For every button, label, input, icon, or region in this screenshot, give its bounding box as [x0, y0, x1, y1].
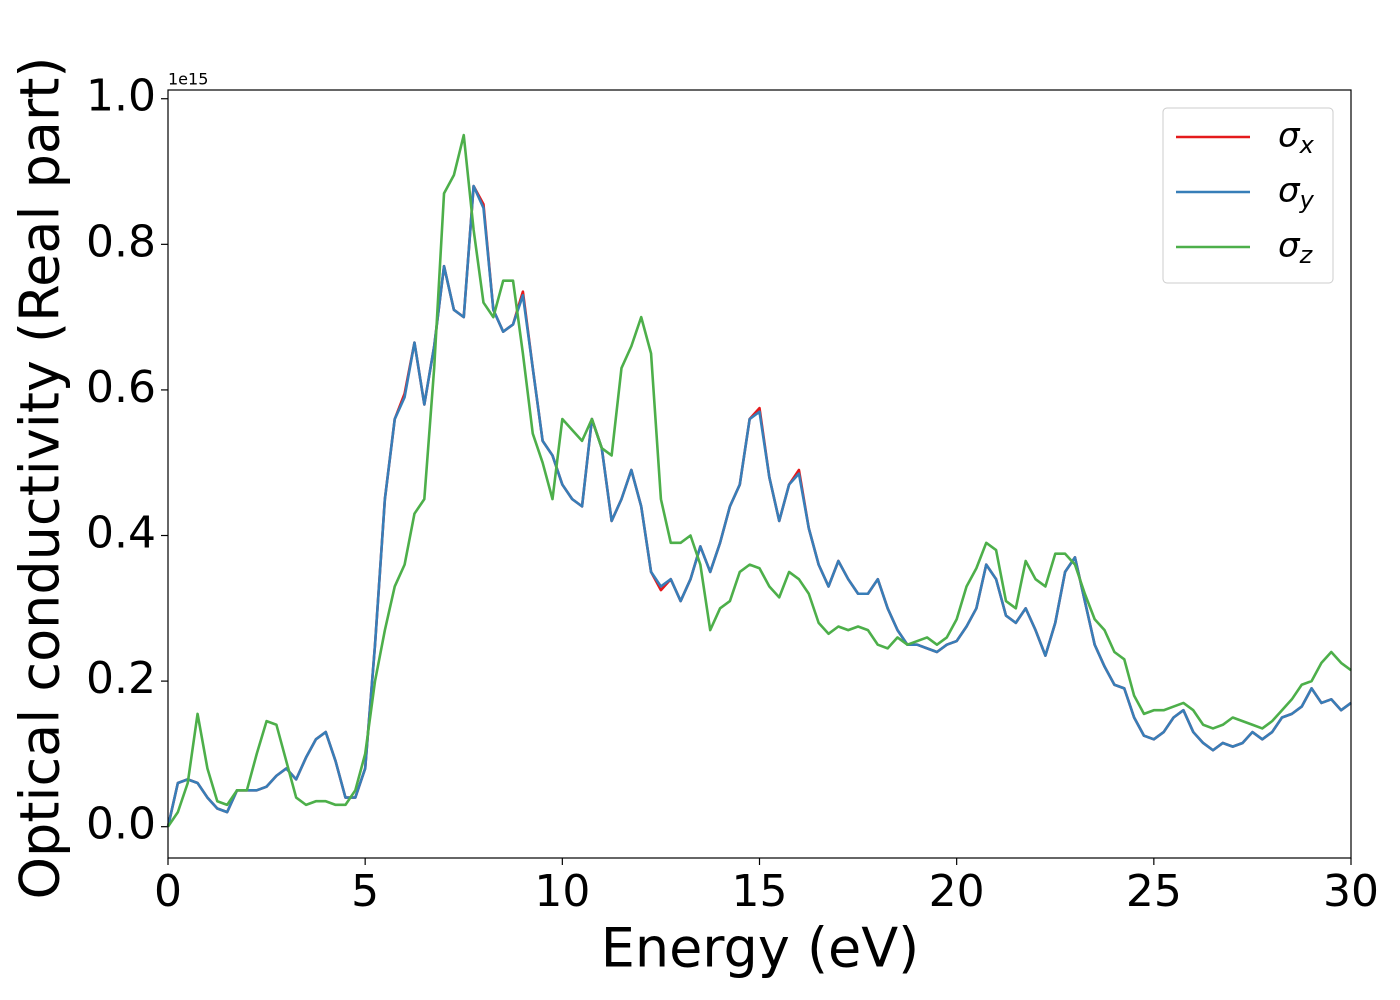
x-tick-label: 30: [1323, 866, 1379, 917]
x-axis-label: Energy (eV): [601, 917, 920, 980]
offset-label: 1e15: [168, 70, 208, 89]
y-tick-label: 0.0: [86, 799, 156, 850]
y-tick-label: 0.4: [86, 508, 156, 559]
x-tick-label: 25: [1126, 866, 1182, 917]
y-tick-label: 1.0: [86, 71, 156, 122]
plot-frame: [167, 89, 1352, 859]
x-tick-label: 20: [929, 866, 985, 917]
x-tick-label: 10: [534, 866, 590, 917]
legend-box: [1162, 107, 1334, 284]
y-tick-label: 0.2: [86, 653, 156, 704]
series-line: [166, 184, 1352, 827]
y-tick-label: 0.8: [86, 216, 156, 267]
y-axis-label: Optical conductivity (Real part): [9, 57, 72, 900]
x-tick-label: 15: [732, 866, 788, 917]
series-line: [166, 133, 1352, 828]
x-tick-label: 0: [154, 866, 182, 917]
x-tick-label: 5: [351, 866, 379, 917]
y-tick-label: 0.6: [86, 362, 156, 413]
